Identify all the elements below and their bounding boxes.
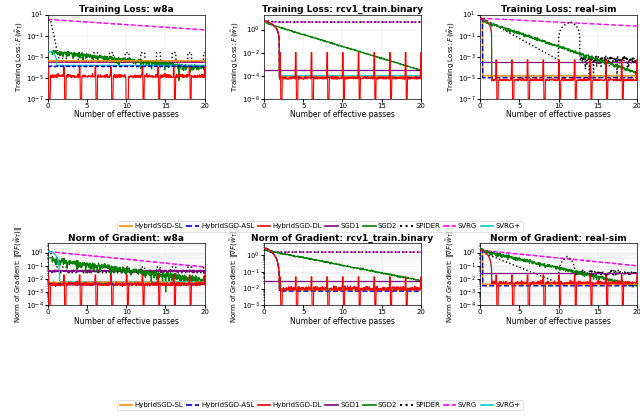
Y-axis label: Norm of Gradient: $\|\nabla F(\tilde{w}_T)\|$: Norm of Gradient: $\|\nabla F(\tilde{w}_…	[228, 226, 241, 323]
Legend: HybridSGD-SL, HybridSGD-ASL, HybridSGD-DL, SGD1, SGD2, SPIDER, SVRG, SVRG+: HybridSGD-SL, HybridSGD-ASL, HybridSGD-D…	[118, 221, 522, 232]
X-axis label: Number of effective passes: Number of effective passes	[290, 110, 395, 119]
Y-axis label: Training Loss: $F(\tilde{w}_T)$: Training Loss: $F(\tilde{w}_T)$	[13, 21, 25, 92]
Y-axis label: Training Loss: $F(\tilde{w}_T)$: Training Loss: $F(\tilde{w}_T)$	[229, 21, 241, 92]
Y-axis label: Norm of Gradient: $\|\nabla F(\tilde{w}_T)\|$: Norm of Gradient: $\|\nabla F(\tilde{w}_…	[444, 226, 457, 323]
Title: Norm of Gradient: w8a: Norm of Gradient: w8a	[68, 233, 184, 243]
Y-axis label: Norm of Gradient: $\|\nabla F(\tilde{w}_T)\|$: Norm of Gradient: $\|\nabla F(\tilde{w}_…	[12, 226, 24, 323]
Title: Training Loss: rcv1_train.binary: Training Loss: rcv1_train.binary	[262, 5, 423, 14]
X-axis label: Number of effective passes: Number of effective passes	[290, 317, 395, 326]
X-axis label: Number of effective passes: Number of effective passes	[506, 110, 611, 119]
X-axis label: Number of effective passes: Number of effective passes	[74, 317, 179, 326]
Title: Training Loss: real-sim: Training Loss: real-sim	[500, 5, 616, 14]
X-axis label: Number of effective passes: Number of effective passes	[506, 317, 611, 326]
Title: Training Loss: w8a: Training Loss: w8a	[79, 5, 173, 14]
Legend: HybridSGD-SL, HybridSGD-ASL, HybridSGD-DL, SGD1, SGD2, SPIDER, SVRG, SVRG+: HybridSGD-SL, HybridSGD-ASL, HybridSGD-D…	[118, 400, 522, 411]
Title: Norm of Gradient: real-sim: Norm of Gradient: real-sim	[490, 233, 627, 243]
X-axis label: Number of effective passes: Number of effective passes	[74, 110, 179, 119]
Y-axis label: Training Loss: $F(\tilde{w}_T)$: Training Loss: $F(\tilde{w}_T)$	[445, 21, 457, 92]
Title: Norm of Gradient: rcv1_train.binary: Norm of Gradient: rcv1_train.binary	[252, 233, 433, 243]
